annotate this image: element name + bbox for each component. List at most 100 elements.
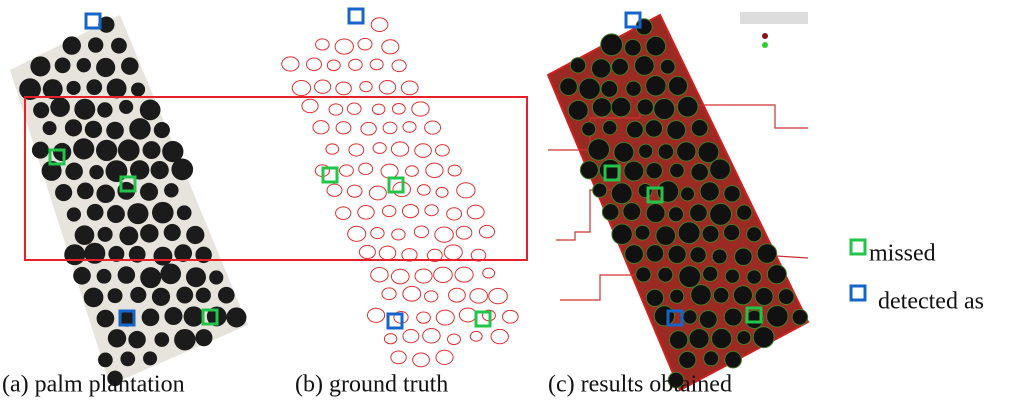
detected-tree: [712, 329, 732, 349]
detected-tree: [757, 244, 777, 264]
detected-tree: [580, 161, 598, 179]
palm-tree: [65, 119, 82, 136]
ground-truth-outline: [292, 80, 310, 95]
ground-truth-outline: [413, 353, 430, 367]
detected-tree: [689, 329, 709, 349]
ground-truth-outline: [349, 144, 364, 156]
detected-tree: [767, 306, 788, 327]
ground-truth-outline: [425, 121, 441, 134]
palm-tree: [97, 269, 112, 284]
detected-tree: [668, 76, 687, 95]
detected-tree: [735, 248, 753, 266]
palm-tree: [96, 58, 115, 77]
detected-tree: [646, 76, 666, 96]
ground-truth-outline: [426, 163, 443, 177]
ground-truth-outline: [403, 122, 416, 133]
ground-truth-outline: [455, 267, 473, 282]
palm-tree: [140, 267, 161, 288]
palm-tree: [184, 306, 204, 326]
ground-truth-outline: [436, 187, 448, 197]
palm-tree: [33, 102, 49, 118]
palm-tree: [67, 207, 81, 221]
ground-truth-outline: [360, 82, 372, 92]
detected-tree: [703, 266, 718, 281]
palm-tree: [154, 122, 170, 138]
ground-truth-outline: [335, 39, 353, 54]
detected-tree: [712, 249, 727, 264]
ground-truth-outline: [434, 267, 453, 282]
caption-c: (c) results obtained: [548, 372, 732, 398]
ground-truth-outline: [371, 18, 388, 32]
detected-tree: [737, 205, 752, 220]
detected-tree: [646, 204, 665, 223]
palm-tree: [164, 224, 181, 241]
palm-tree: [153, 247, 172, 266]
ground-truth-outline: [372, 104, 385, 114]
detected-tree: [611, 97, 631, 117]
palm-tree: [127, 203, 148, 224]
palm-tree: [43, 121, 57, 135]
ground-truth-outline: [340, 165, 354, 176]
palm-tree: [53, 143, 71, 161]
detected-tree: [625, 39, 642, 56]
detected-tree: [669, 331, 687, 349]
ground-truth-outline: [459, 308, 476, 322]
ground-truth-outline: [491, 329, 508, 343]
palm-tree: [196, 288, 211, 303]
palm-tree: [143, 351, 157, 365]
ground-truth-outline: [412, 102, 429, 116]
palm-tree: [106, 122, 124, 140]
ground-truth-outline: [415, 269, 432, 283]
ground-truth-outline: [448, 334, 461, 345]
detected-tree: [753, 327, 774, 348]
palm-tree: [74, 99, 95, 120]
detected-tree: [702, 225, 719, 242]
detected-tree: [690, 204, 708, 222]
palm-tree: [119, 226, 138, 245]
ground-truth-outline: [327, 184, 342, 196]
palm-tree: [85, 121, 102, 138]
ground-truth-outline: [402, 204, 418, 217]
detected-tree: [792, 309, 808, 325]
ground-truth-outline: [336, 122, 351, 134]
palm-tree: [186, 226, 204, 244]
ground-truth-outline: [383, 122, 397, 133]
palm-tree: [107, 78, 127, 98]
detected-tree: [603, 121, 617, 135]
ground-truth-outline: [326, 144, 339, 154]
ground-truth-outline: [403, 286, 421, 301]
detected-tree: [700, 182, 719, 201]
detected-tree: [623, 203, 641, 221]
ground-truth-outline: [359, 245, 375, 258]
detected-tree: [677, 142, 696, 161]
palm-tree: [77, 183, 94, 200]
ground-truth-outline: [436, 350, 453, 364]
ground-truth-outline: [358, 205, 374, 219]
detected-tree: [755, 287, 773, 305]
palm-tree: [96, 185, 115, 204]
palm-tree: [121, 57, 139, 75]
palm-tree: [63, 36, 81, 54]
detected-tree: [591, 59, 610, 78]
ground-truth-outline: [347, 185, 362, 197]
ground-truth-outline: [361, 122, 376, 135]
detected-tree: [646, 162, 662, 178]
ground-truth-outline: [384, 334, 396, 344]
detected-tree: [691, 120, 708, 137]
detected-tree: [733, 286, 752, 305]
ground-truth-outline: [392, 229, 405, 240]
detected-tree: [699, 311, 717, 329]
palm-tree: [73, 267, 91, 285]
ground-truth-outline: [425, 205, 438, 216]
panel-c: [548, 12, 808, 390]
detected-tree: [636, 267, 651, 282]
result-boundary: [560, 275, 640, 300]
detected-tree: [646, 245, 664, 263]
palm-tree: [129, 118, 150, 139]
ground-truth-outline: [457, 183, 475, 198]
ground-truth-outline: [348, 226, 366, 241]
detected-tree: [635, 225, 650, 240]
ground-truth-outline: [448, 165, 461, 176]
ground-truth-outline: [435, 227, 453, 242]
ground-truth-outline: [467, 205, 484, 219]
